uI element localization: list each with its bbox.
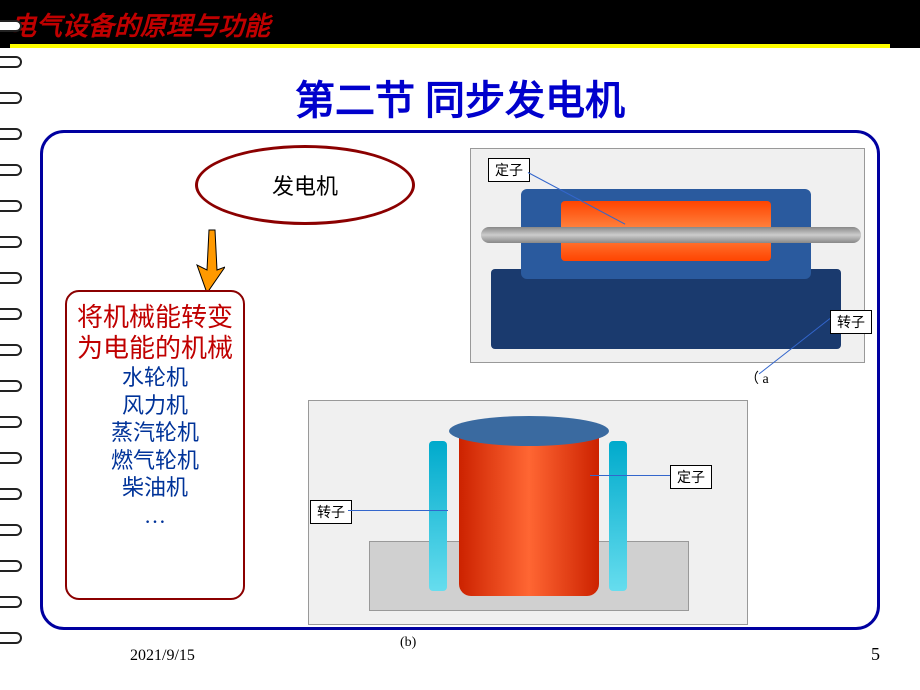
fig-a-label-rotor: 转子 bbox=[830, 310, 872, 334]
generator-oval: 发电机 bbox=[195, 145, 415, 225]
gen-a-rotor bbox=[481, 227, 861, 243]
slide-header: 电气设备的原理与功能 bbox=[0, 0, 920, 48]
section-title: 第二节 同步发电机 bbox=[0, 68, 920, 126]
footer-pagenum: 5 bbox=[871, 644, 880, 665]
fig-b-label-stator: 定子 bbox=[670, 465, 712, 489]
gen-a-base bbox=[491, 269, 841, 349]
description-main: 将机械能转变为电能的机械 bbox=[73, 302, 237, 364]
header-underline bbox=[10, 44, 890, 48]
gen-b-coil bbox=[609, 441, 627, 591]
gen-b-cylinder bbox=[459, 426, 599, 596]
desc-line-4: 柴油机 bbox=[73, 474, 237, 502]
arrow-down-icon bbox=[195, 225, 225, 295]
leader-line bbox=[590, 475, 670, 476]
desc-line-5: … bbox=[73, 502, 237, 530]
fig-a-label-stator: 定子 bbox=[488, 158, 530, 182]
leader-line bbox=[348, 510, 448, 511]
desc-line-2: 蒸汽轮机 bbox=[73, 419, 237, 447]
footer-date: 2021/9/15 bbox=[130, 647, 195, 665]
binder-decor bbox=[0, 0, 22, 690]
header-title: 电气设备的原理与功能 bbox=[10, 6, 270, 43]
gen-b-top bbox=[449, 416, 609, 446]
desc-line-0: 水轮机 bbox=[73, 364, 237, 392]
fig-b-label-rotor: 转子 bbox=[310, 500, 352, 524]
gen-b-coil bbox=[429, 441, 447, 591]
desc-line-1: 风力机 bbox=[73, 392, 237, 420]
fig-b-caption: (b) bbox=[400, 635, 416, 651]
oval-label: 发电机 bbox=[272, 169, 338, 201]
figure-b-generator bbox=[308, 400, 748, 625]
desc-line-3: 燃气轮机 bbox=[73, 447, 237, 475]
description-box: 将机械能转变为电能的机械 水轮机 风力机 蒸汽轮机 燃气轮机 柴油机 … bbox=[65, 290, 245, 600]
fig-a-caption: （ a bbox=[745, 368, 769, 388]
